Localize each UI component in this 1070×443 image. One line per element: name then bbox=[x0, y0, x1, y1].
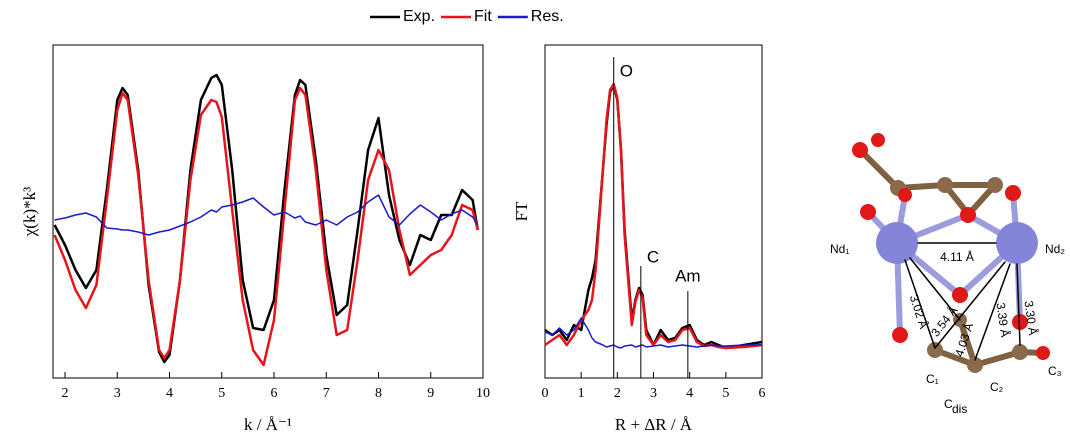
annotation-label: Am bbox=[675, 266, 701, 285]
x-tick-label: 7 bbox=[323, 386, 330, 401]
distance-label: 3.30 Å bbox=[1021, 300, 1041, 336]
atom-label: Nd₁ bbox=[830, 242, 849, 256]
atom-label: C₁ bbox=[926, 372, 939, 386]
legend-label: Exp. bbox=[403, 8, 435, 25]
x-tick-label: 8 bbox=[375, 386, 382, 401]
atom-label: C₂ bbox=[990, 380, 1004, 394]
distance-label: 3.39 Å bbox=[993, 302, 1013, 338]
y-axis-label: FT bbox=[512, 201, 531, 221]
x-tick-label: 5 bbox=[722, 386, 729, 401]
x-axis-label: R + ΔR / Å bbox=[615, 415, 693, 434]
annotation-label: O bbox=[620, 61, 633, 80]
x-tick-label: 4 bbox=[166, 386, 173, 401]
x-tick-label: 5 bbox=[218, 386, 225, 401]
x-tick-label: 6 bbox=[759, 386, 766, 401]
legend-label: Res. bbox=[531, 8, 564, 25]
atom-label: Nd₂ bbox=[1045, 242, 1065, 256]
atom-label-sub: dis bbox=[952, 402, 967, 416]
series-line bbox=[53, 86, 480, 367]
series-line bbox=[544, 317, 762, 349]
x-tick-label: 1 bbox=[578, 386, 585, 401]
distance-label: 4.11 Å bbox=[940, 249, 974, 264]
x-tick-label: 9 bbox=[427, 386, 434, 401]
y-axis-label: χ(k)*k³ bbox=[20, 187, 39, 237]
series-line bbox=[54, 194, 479, 236]
legend-label: Fit bbox=[474, 8, 492, 25]
x-tick-label: 4 bbox=[686, 386, 693, 401]
x-tick-label: 2 bbox=[614, 386, 621, 401]
series-line bbox=[53, 73, 480, 364]
x-tick-label: 10 bbox=[476, 386, 490, 401]
x-tick-label: 3 bbox=[114, 386, 121, 401]
series-line bbox=[544, 83, 763, 350]
molecule bbox=[852, 133, 1050, 373]
atom-label: C₃ bbox=[1048, 364, 1062, 378]
x-tick-label: 3 bbox=[650, 386, 657, 401]
x-tick-label: 2 bbox=[62, 386, 69, 401]
x-axis-label: k / Å⁻¹ bbox=[244, 415, 292, 434]
x-tick-label: 6 bbox=[271, 386, 278, 401]
plot-frame bbox=[52, 44, 484, 379]
annotation-label: C bbox=[647, 247, 659, 266]
distance-label: 3.02 Å bbox=[907, 293, 932, 331]
series-line bbox=[544, 82, 763, 350]
atom-label: C bbox=[944, 397, 953, 411]
x-tick-label: 0 bbox=[542, 386, 549, 401]
